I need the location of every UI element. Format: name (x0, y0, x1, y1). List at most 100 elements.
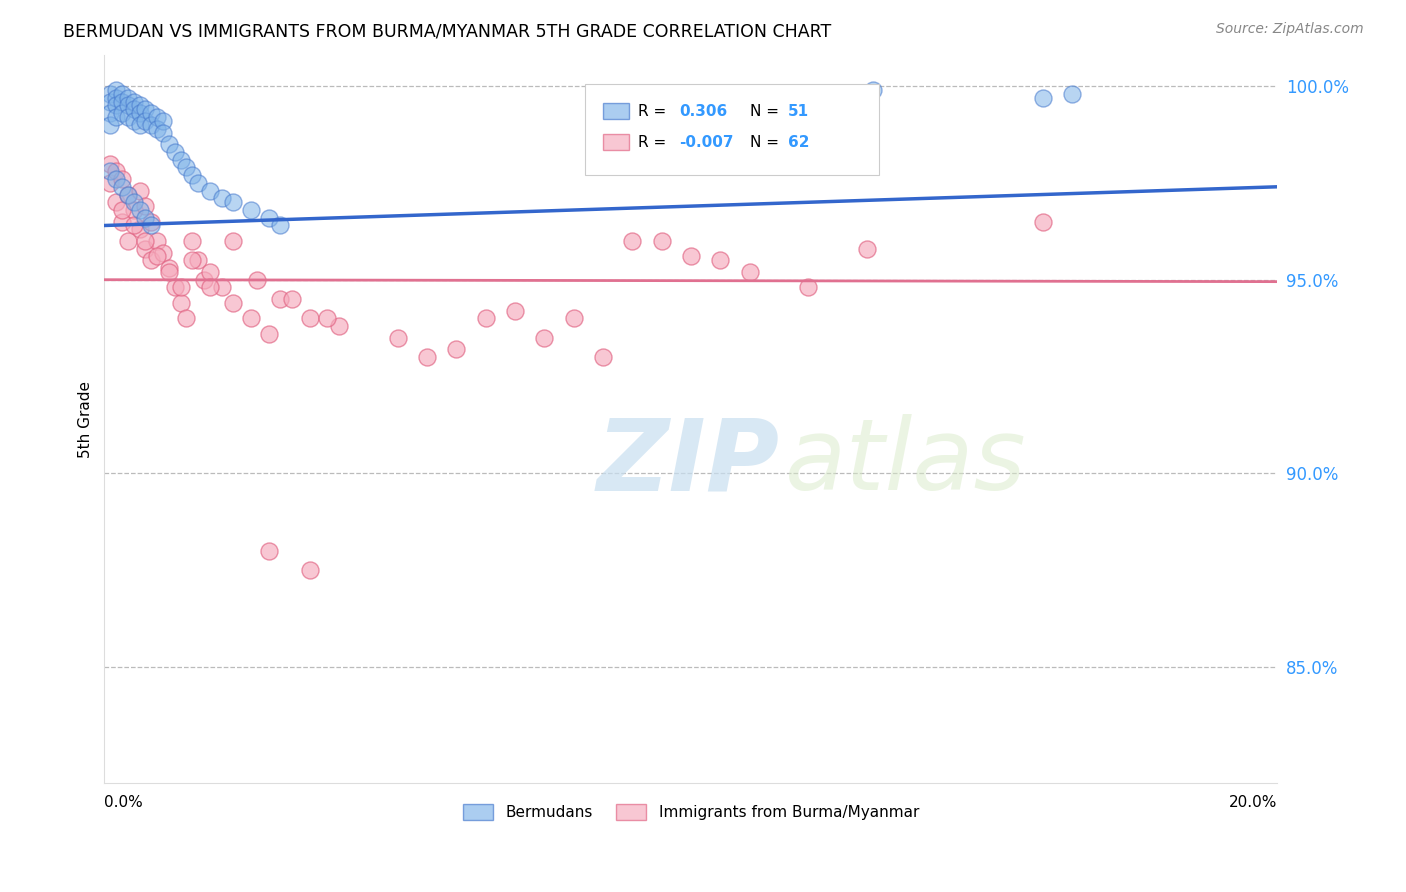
Point (111, 172, 134, 186)
Point (621, 234, 644, 248)
Point (187, 176, 209, 190)
Point (111, 106, 134, 120)
Text: R =: R = (638, 103, 666, 119)
Text: BERMUDAN VS IMMIGRANTS FROM BURMA/MYANMAR 5TH GRADE CORRELATION CHART: BERMUDAN VS IMMIGRANTS FROM BURMA/MYANMA… (63, 22, 831, 40)
Point (141, 106, 163, 120)
Text: 20.0%: 20.0% (1229, 795, 1278, 810)
Point (134, 114, 156, 128)
Point (679, 250, 702, 264)
Text: ZIP: ZIP (598, 414, 780, 511)
Point (134, 234, 156, 248)
Point (181, 234, 204, 248)
Point (1032, 91, 1054, 105)
Point (98, 95, 121, 109)
Point (240, 202, 263, 217)
Point (122, 195, 145, 210)
Point (281, 292, 304, 306)
Text: N =: N = (749, 103, 779, 119)
Point (163, 280, 186, 294)
Point (193, 273, 215, 287)
Text: 0.306: 0.306 (679, 103, 727, 119)
Point (111, 95, 134, 109)
Text: 62: 62 (789, 135, 810, 150)
Point (117, 187, 139, 202)
Point (157, 261, 180, 276)
Point (797, 280, 820, 294)
Point (111, 87, 134, 101)
Point (105, 91, 128, 105)
Text: N =: N = (749, 135, 779, 150)
Point (474, 311, 496, 326)
Point (105, 83, 128, 97)
Point (709, 253, 731, 268)
Point (198, 280, 221, 294)
Point (128, 222, 150, 236)
Point (856, 242, 879, 256)
Point (181, 253, 204, 268)
Point (146, 121, 169, 136)
Point (298, 311, 321, 326)
Point (198, 184, 221, 198)
Legend: Bermudans, Immigrants from Burma/Myanmar: Bermudans, Immigrants from Burma/Myanmar (457, 798, 925, 826)
Text: 51: 51 (789, 103, 810, 119)
Point (269, 292, 291, 306)
Text: -0.007: -0.007 (679, 135, 734, 150)
Point (152, 126, 174, 140)
Point (298, 563, 321, 577)
Point (117, 91, 139, 105)
Point (98, 87, 121, 101)
Point (111, 179, 134, 194)
Point (134, 211, 156, 225)
Point (111, 214, 134, 228)
Point (169, 153, 191, 167)
Text: 0.0%: 0.0% (104, 795, 143, 810)
FancyBboxPatch shape (603, 103, 628, 120)
Point (222, 296, 245, 310)
FancyBboxPatch shape (603, 135, 628, 151)
Point (141, 219, 163, 233)
Point (98, 106, 121, 120)
Point (862, 83, 884, 97)
Point (176, 161, 198, 175)
Point (503, 303, 526, 318)
Point (257, 326, 280, 341)
Point (152, 114, 174, 128)
Point (211, 280, 233, 294)
Point (416, 350, 439, 364)
FancyBboxPatch shape (585, 84, 879, 175)
Point (316, 311, 339, 326)
Point (146, 250, 169, 264)
Point (128, 106, 150, 120)
Point (105, 172, 128, 186)
Text: Source: ZipAtlas.com: Source: ZipAtlas.com (1216, 22, 1364, 37)
Point (562, 311, 585, 326)
Point (122, 202, 145, 217)
Point (128, 184, 150, 198)
Point (122, 95, 145, 109)
Point (163, 145, 186, 159)
Text: R =: R = (638, 135, 666, 150)
Point (738, 265, 761, 279)
Point (128, 202, 150, 217)
Point (328, 319, 350, 334)
Point (105, 195, 128, 210)
Point (222, 195, 245, 210)
Point (117, 98, 139, 112)
Point (134, 103, 156, 117)
Point (105, 98, 128, 112)
Point (117, 110, 139, 124)
Point (122, 114, 145, 128)
Point (111, 202, 134, 217)
Point (98, 118, 121, 132)
Point (592, 350, 614, 364)
Point (533, 331, 555, 345)
Point (122, 103, 145, 117)
Y-axis label: 5th Grade: 5th Grade (79, 381, 93, 458)
Point (117, 234, 139, 248)
Point (169, 296, 191, 310)
Point (128, 118, 150, 132)
Point (141, 253, 163, 268)
Point (257, 211, 280, 225)
Point (157, 137, 180, 152)
Point (169, 280, 191, 294)
